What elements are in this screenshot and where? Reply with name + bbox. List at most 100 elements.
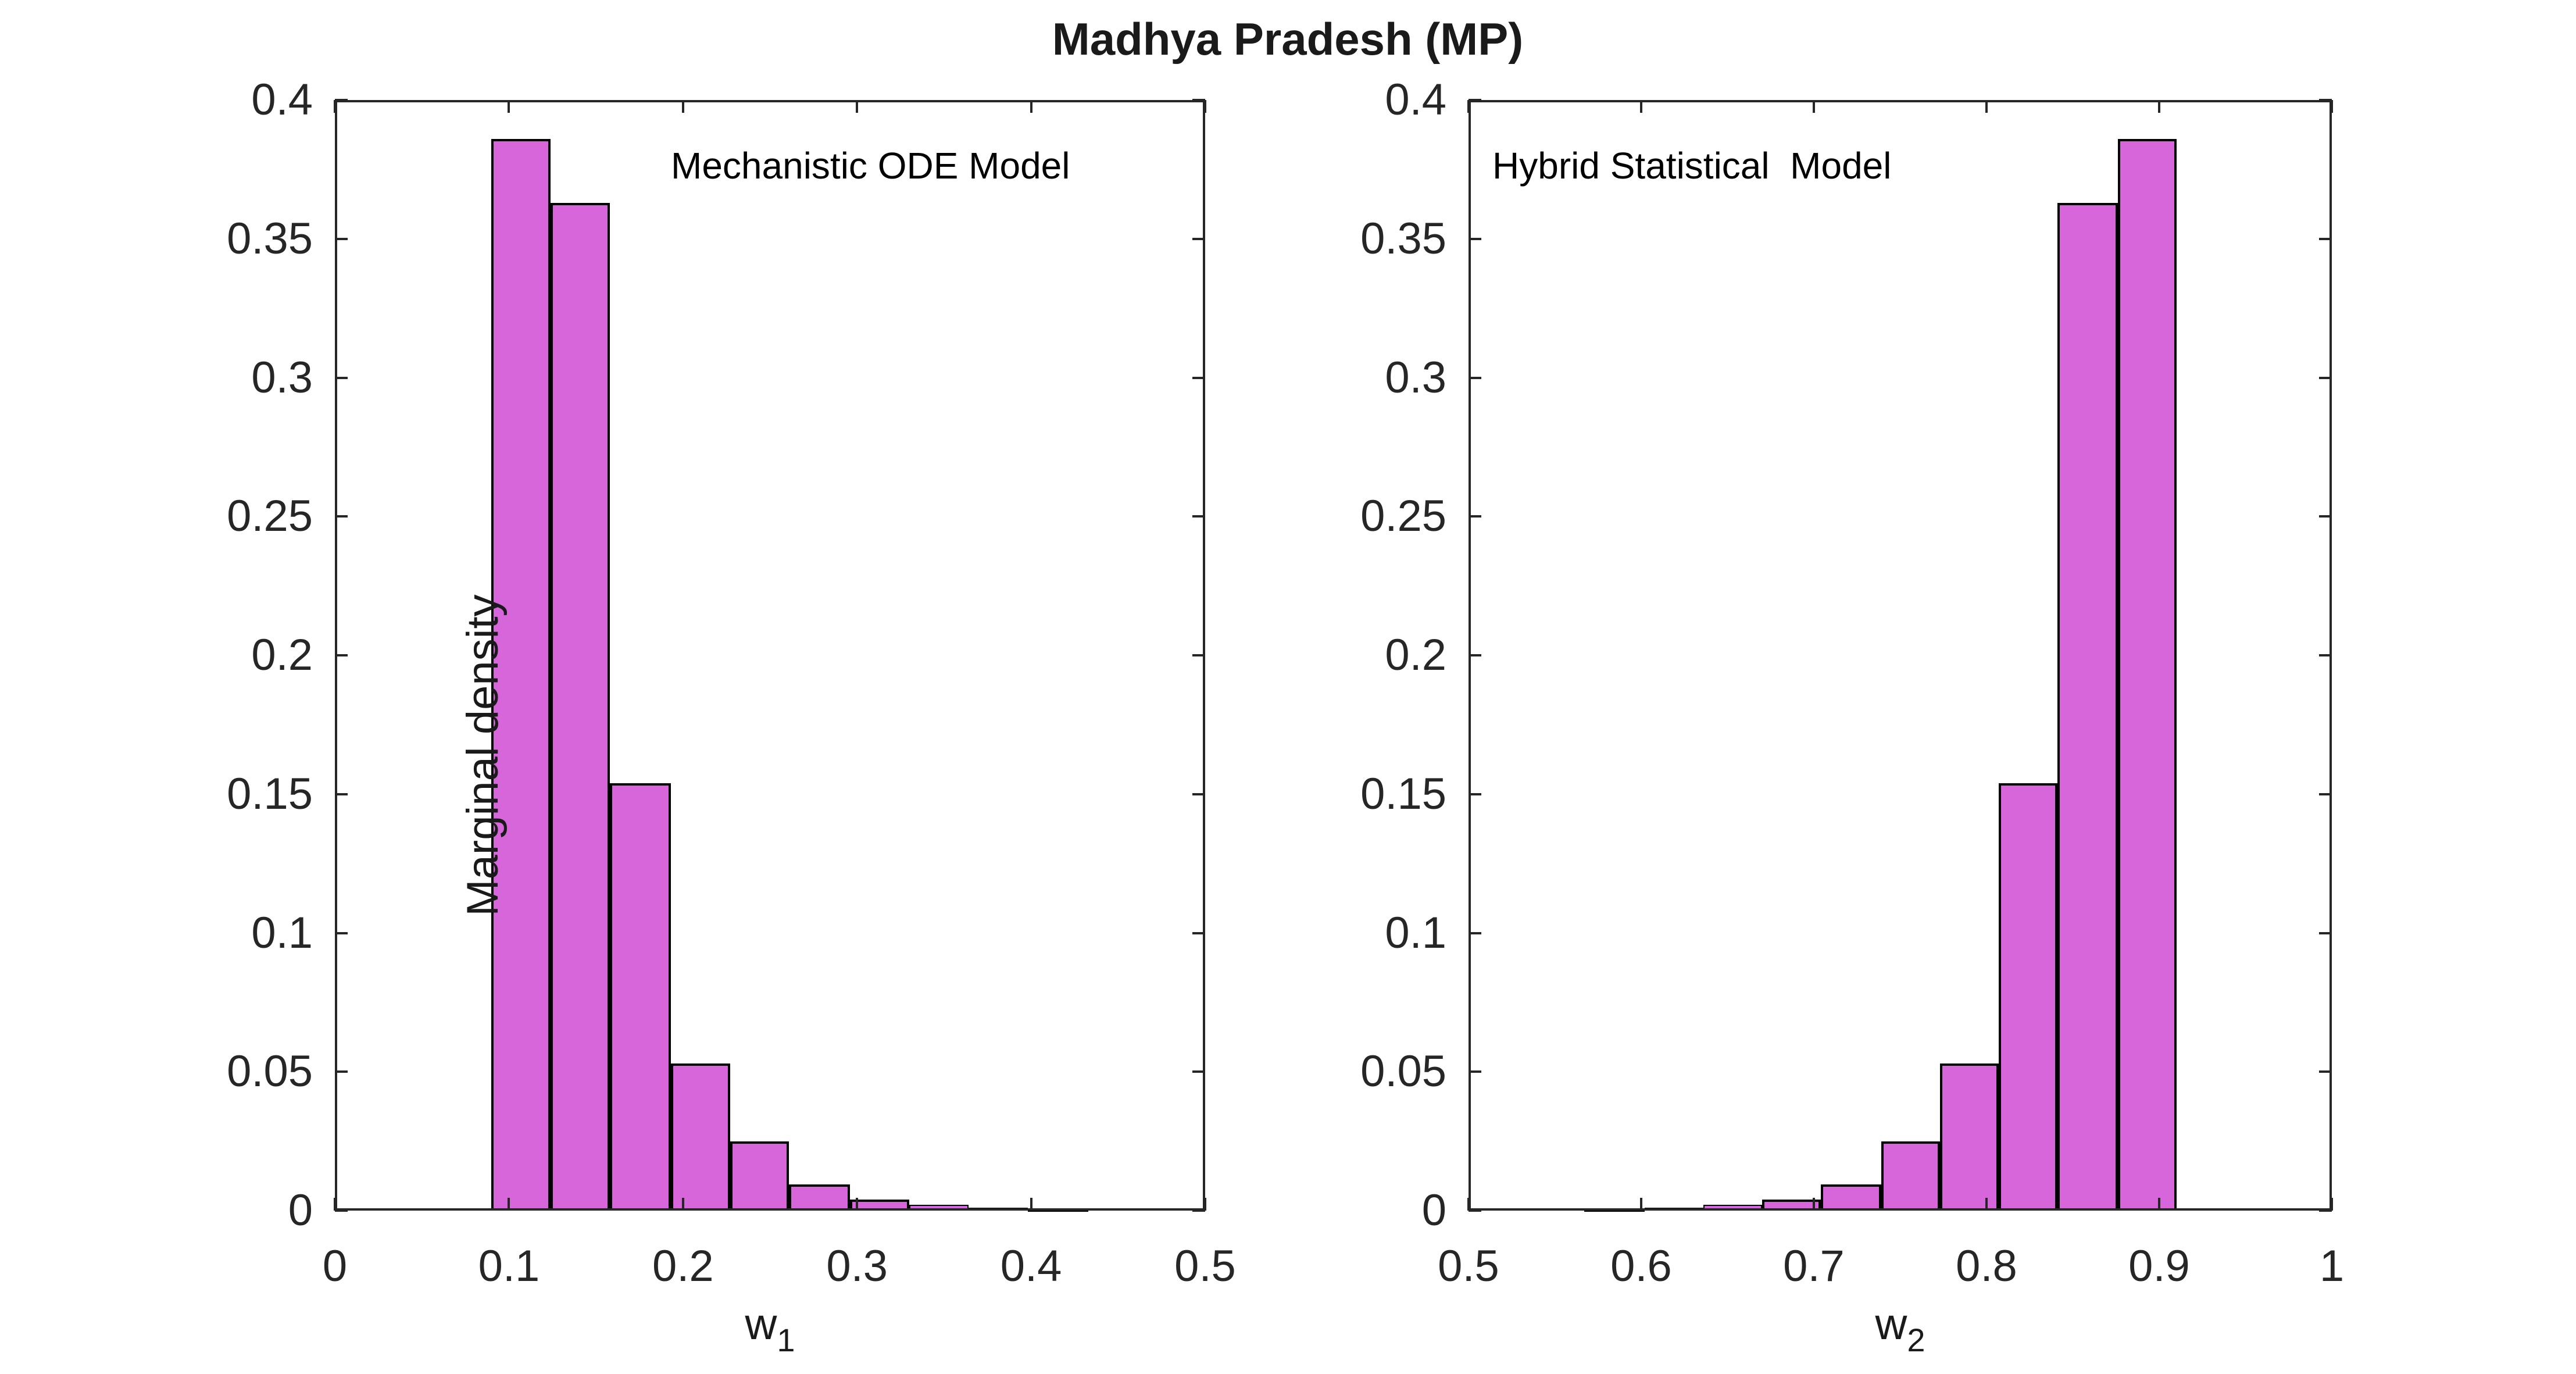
right-plot-axes: Hybrid Statistical Model w2 0.5 0.6 0.7 0.8… xyxy=(1360,78,2344,1357)
x-tick-mark xyxy=(1204,1198,1206,1211)
x-tick-label: 1 xyxy=(2319,1241,2345,1291)
y-tick-mark xyxy=(1192,515,1205,518)
xlabel-subscript: 2 xyxy=(1907,1322,1925,1359)
y-tick-mark xyxy=(1469,1209,1481,1212)
left-plot-ylabel: Marginal density xyxy=(458,594,508,916)
y-tick-mark xyxy=(2319,99,2332,101)
y-tick-label: 0.4 xyxy=(1385,75,1446,124)
x-tick-label: 0.6 xyxy=(1610,1241,1672,1291)
y-tick-mark xyxy=(2319,237,2332,240)
y-tick-mark xyxy=(335,99,348,101)
y-tick-label: 0.05 xyxy=(1360,1047,1446,1097)
y-tick-mark xyxy=(1192,1070,1205,1073)
x-tick-mark xyxy=(681,100,684,113)
y-tick-mark xyxy=(1192,237,1205,240)
x-tick-label: 0.4 xyxy=(1000,1241,1062,1291)
xlabel-subscript: 1 xyxy=(777,1322,795,1359)
y-tick-mark xyxy=(2319,515,2332,518)
y-tick-mark xyxy=(2319,932,2332,934)
x-tick-mark xyxy=(1030,100,1032,113)
x-tick-label: 0.3 xyxy=(826,1241,888,1291)
left-plot-axes: Mechanistic ODE Model w1 Marginal densit… xyxy=(227,78,1236,1357)
histogram-bar xyxy=(610,783,671,1211)
y-tick-label: 0.15 xyxy=(227,769,313,819)
x-tick-mark xyxy=(1640,100,1642,113)
y-tick-mark xyxy=(1469,515,1481,518)
histogram-bar xyxy=(1998,783,2057,1211)
x-tick-mark xyxy=(2331,1198,2333,1211)
x-tick-mark xyxy=(1640,1198,1642,1211)
x-tick-label: 0.1 xyxy=(478,1241,540,1291)
x-tick-mark xyxy=(508,1198,510,1211)
y-tick-mark xyxy=(1469,99,1481,101)
y-tick-label: 0.2 xyxy=(1385,630,1446,680)
y-tick-mark xyxy=(1469,237,1481,240)
x-tick-mark xyxy=(1204,100,1206,113)
x-tick-mark xyxy=(856,100,859,113)
histogram-bar xyxy=(1584,1209,1645,1212)
x-tick-mark xyxy=(1813,100,1815,113)
x-tick-mark xyxy=(1813,1198,1815,1211)
y-tick-mark xyxy=(1192,654,1205,656)
y-tick-mark xyxy=(1192,376,1205,379)
x-tick-label: 0 xyxy=(322,1241,348,1291)
x-tick-mark xyxy=(1467,100,1470,113)
x-tick-label: 0.9 xyxy=(2128,1241,2190,1291)
y-tick-label: 0 xyxy=(1421,1186,1446,1235)
y-tick-mark xyxy=(335,932,348,934)
histogram-bar xyxy=(1881,1141,1940,1211)
y-tick-mark xyxy=(2319,1209,2332,1212)
histogram-bar xyxy=(968,1208,1028,1211)
x-tick-label: 0.5 xyxy=(1174,1241,1236,1291)
histogram-bar xyxy=(2057,202,2118,1211)
y-tick-label: 0.2 xyxy=(251,630,313,680)
histogram-bar xyxy=(850,1199,909,1211)
x-tick-mark xyxy=(2158,100,2160,113)
y-tick-label: 0.25 xyxy=(227,491,313,541)
x-tick-mark xyxy=(334,1198,336,1211)
histogram-bar xyxy=(1644,1208,1703,1211)
x-tick-mark xyxy=(1467,1198,1470,1211)
y-tick-mark xyxy=(2319,1070,2332,1073)
y-tick-label: 0.35 xyxy=(227,213,313,263)
histogram-bar xyxy=(789,1184,851,1211)
histogram-bar xyxy=(670,1063,730,1211)
y-tick-label: 0.35 xyxy=(1360,213,1446,263)
y-tick-mark xyxy=(1469,654,1481,656)
xlabel-base: w xyxy=(1875,1300,1907,1349)
left-plot-xlabel: w1 xyxy=(745,1300,795,1357)
histogram-bar xyxy=(1820,1184,1881,1211)
y-tick-mark xyxy=(1192,99,1205,101)
y-tick-label: 0.25 xyxy=(1360,491,1446,541)
histogram-bar xyxy=(551,202,610,1211)
x-tick-label: 0.2 xyxy=(652,1241,714,1291)
y-tick-mark xyxy=(2319,376,2332,379)
histogram-bar xyxy=(730,1141,789,1211)
figure-title: Madhya Pradesh (MP) xyxy=(1052,13,1524,65)
histogram-bar xyxy=(1703,1205,1762,1211)
y-tick-mark xyxy=(1192,932,1205,934)
x-tick-mark xyxy=(508,100,510,113)
right-plot-annotation: Hybrid Statistical Model xyxy=(1492,145,1892,187)
histogram-bar xyxy=(1939,1063,1999,1211)
xlabel-base: w xyxy=(745,1300,777,1349)
x-tick-mark xyxy=(2331,100,2333,113)
histogram-bar xyxy=(909,1205,969,1211)
y-tick-mark xyxy=(1469,1070,1481,1073)
y-tick-label: 0 xyxy=(288,1186,313,1235)
x-tick-mark xyxy=(2158,1198,2160,1211)
y-tick-mark xyxy=(335,793,348,795)
histogram-bar xyxy=(1762,1199,1821,1211)
y-tick-label: 0.1 xyxy=(1385,908,1446,958)
x-tick-label: 0.7 xyxy=(1783,1241,1845,1291)
y-tick-mark xyxy=(1469,932,1481,934)
y-tick-mark xyxy=(335,1070,348,1073)
x-tick-mark xyxy=(681,1198,684,1211)
y-tick-label: 0.3 xyxy=(251,352,313,402)
x-tick-label: 0.8 xyxy=(1956,1241,2017,1291)
y-tick-label: 0.05 xyxy=(227,1047,313,1097)
x-tick-label: 0.5 xyxy=(1438,1241,1499,1291)
y-tick-label: 0.15 xyxy=(1360,769,1446,819)
y-tick-label: 0.3 xyxy=(1385,352,1446,402)
